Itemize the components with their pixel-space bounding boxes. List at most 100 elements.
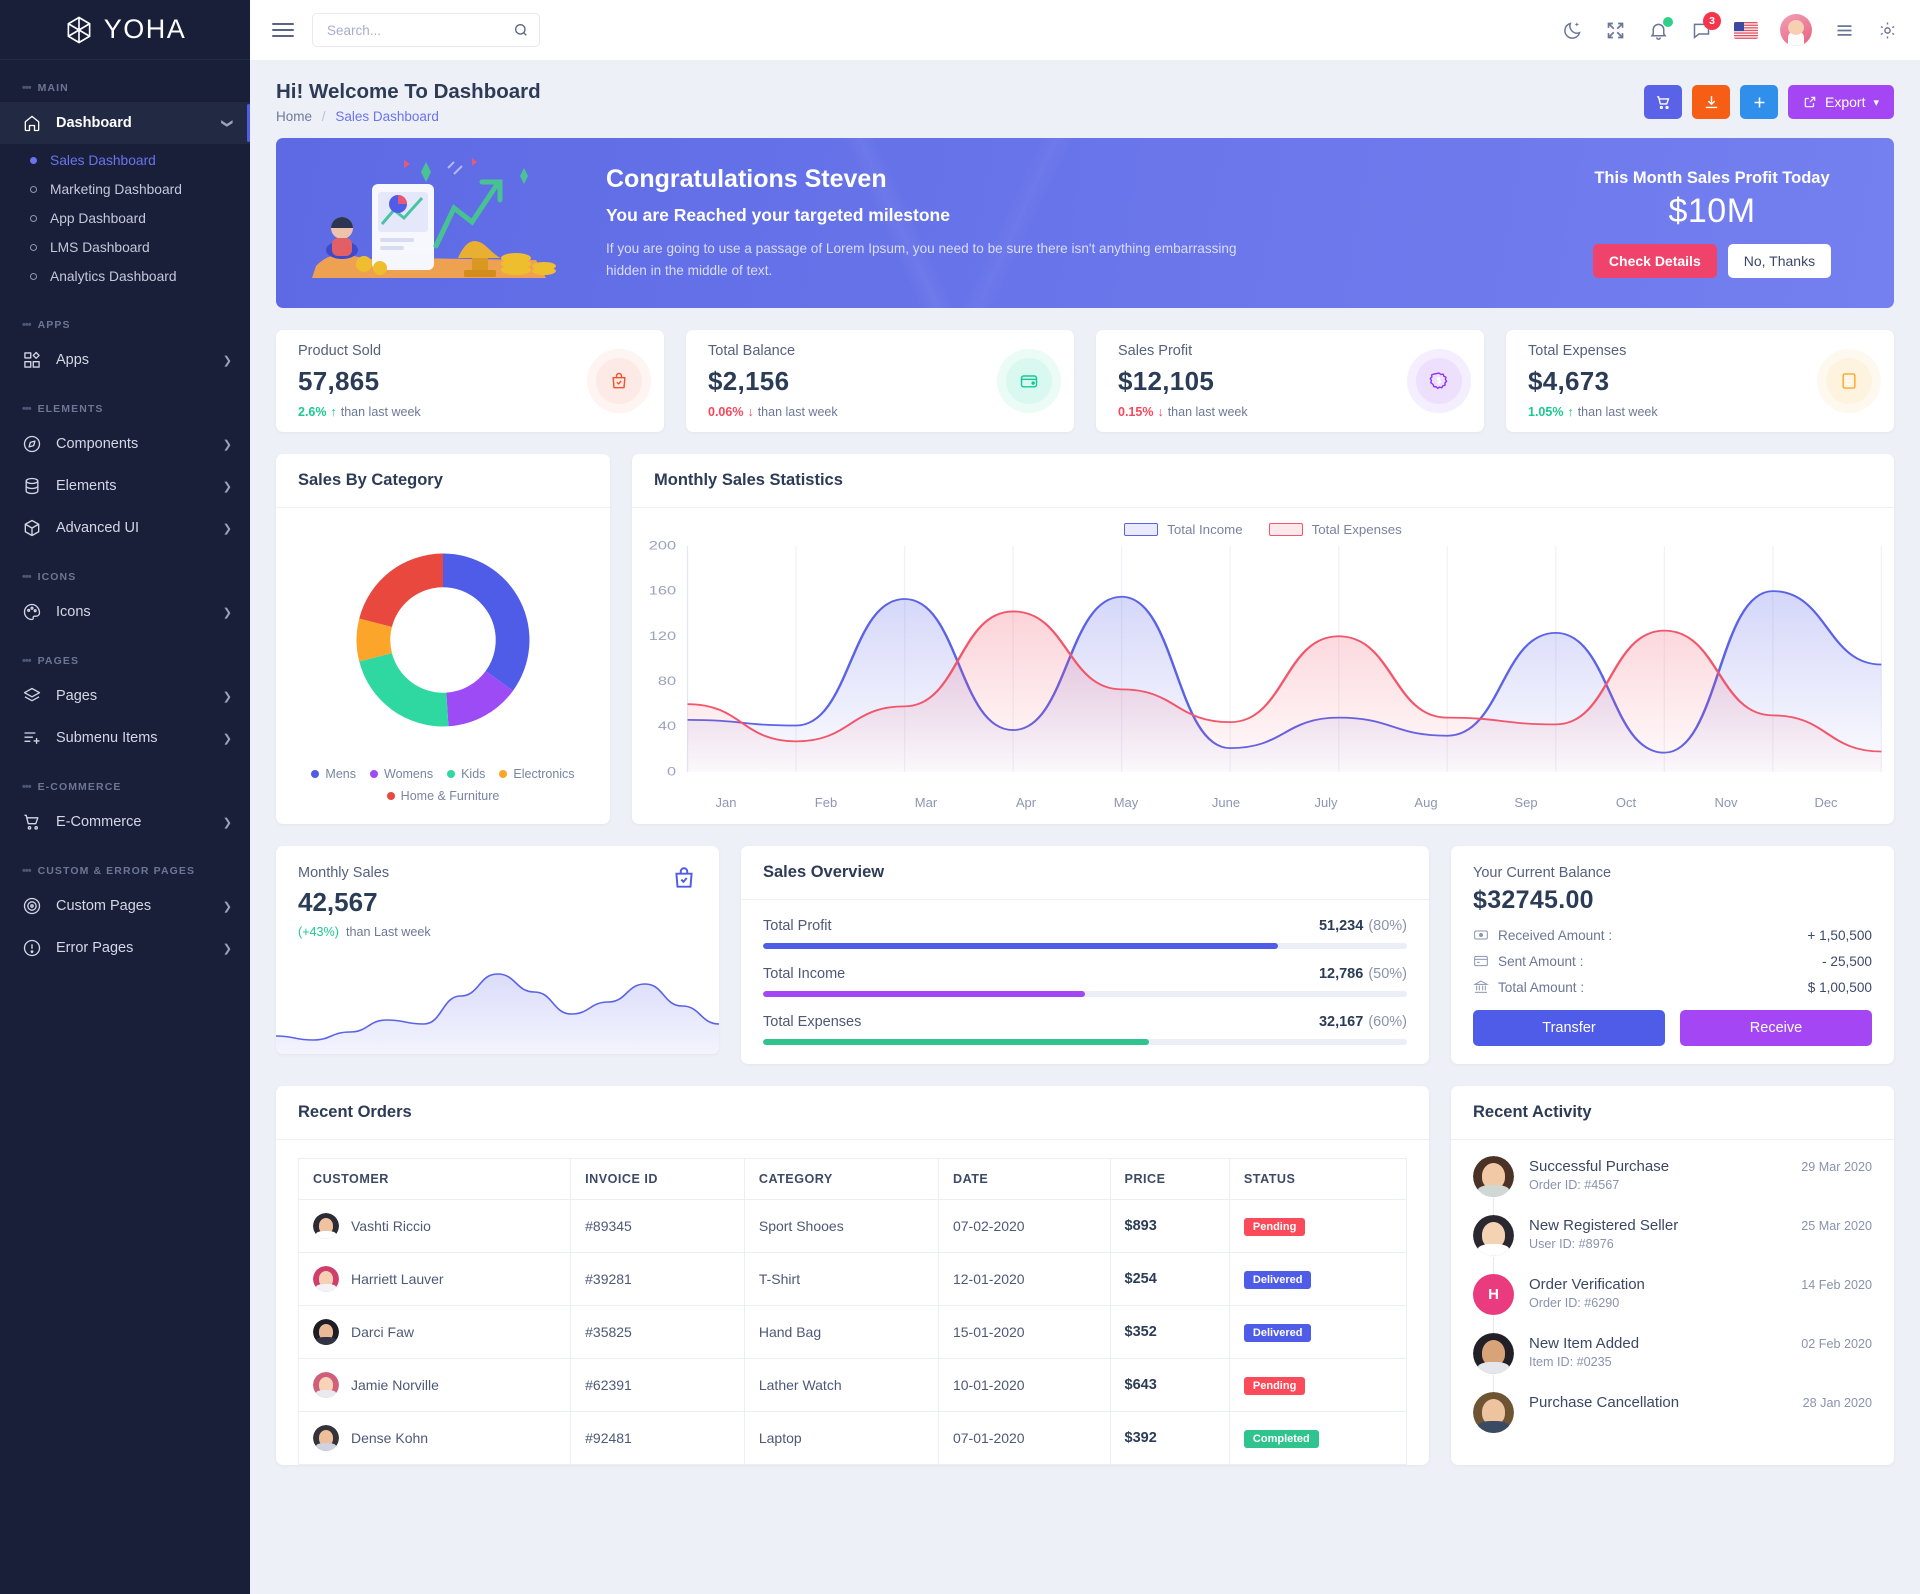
sidebar-subitem-sales-dashboard[interactable]: Sales Dashboard bbox=[0, 146, 250, 175]
sales-overview-title: Sales Overview bbox=[763, 863, 885, 881]
chevron-right-icon[interactable]: ❯ bbox=[222, 900, 232, 913]
donut-slice-kids[interactable] bbox=[359, 653, 449, 727]
no-thanks-button[interactable]: No, Thanks bbox=[1727, 243, 1832, 278]
legend-swatch bbox=[311, 770, 320, 778]
chevron-right-icon[interactable]: ❯ bbox=[222, 522, 232, 535]
sidebar-item-apps[interactable]: Apps ❯ bbox=[0, 339, 250, 381]
settings-gear-icon[interactable] bbox=[1877, 20, 1898, 41]
fullscreen-icon[interactable] bbox=[1605, 20, 1626, 41]
legend-label: Womens bbox=[384, 767, 434, 781]
sidebar-item-dashboard[interactable]: Dashboard ❯ bbox=[0, 102, 250, 144]
page-header: Hi! Welcome To Dashboard Home / Sales Da… bbox=[250, 60, 1920, 138]
sidebar-item-components[interactable]: Components ❯ bbox=[0, 423, 250, 465]
plus-icon bbox=[1751, 94, 1768, 111]
donut-legend-item[interactable]: Womens bbox=[370, 767, 433, 781]
apps-menu-icon[interactable] bbox=[1834, 20, 1855, 41]
chevron-right-icon[interactable]: ❯ bbox=[222, 354, 232, 367]
activity-date: 28 Jan 2020 bbox=[1802, 1396, 1872, 1410]
section-dots-icon: ••• bbox=[22, 82, 32, 94]
hamburger-icon[interactable] bbox=[272, 23, 294, 37]
transfer-button[interactable]: Transfer bbox=[1473, 1010, 1665, 1046]
messages-wrapper[interactable]: 3 bbox=[1691, 11, 1721, 41]
donut-slice-electronics[interactable] bbox=[356, 618, 392, 662]
activity-item[interactable]: Successful Purchase Order ID: #4567 29 Mar… bbox=[1473, 1156, 1872, 1215]
svg-text:80: 80 bbox=[658, 675, 676, 688]
donut-slice-home-furniture[interactable] bbox=[359, 553, 443, 627]
stat-change: 2.6% ↑ than last week bbox=[298, 405, 596, 419]
donut-slice-mens[interactable] bbox=[443, 553, 530, 691]
donut-legend-item[interactable]: Mens bbox=[311, 767, 356, 781]
sidebar-subitem-app-dashboard[interactable]: App Dashboard bbox=[0, 204, 250, 233]
sidebar-item-submenu-items[interactable]: Submenu Items ❯ bbox=[0, 717, 250, 759]
balance-line-value: + 1,50,500 bbox=[1807, 927, 1872, 943]
sidebar-item-icons[interactable]: Icons ❯ bbox=[0, 591, 250, 633]
sidebar-item-e-commerce[interactable]: E-Commerce ❯ bbox=[0, 801, 250, 843]
external-link-icon bbox=[1803, 95, 1817, 109]
add-button[interactable] bbox=[1740, 85, 1778, 119]
brand[interactable]: YOHA bbox=[0, 0, 250, 60]
line-legend-item[interactable]: Total Income bbox=[1124, 522, 1243, 537]
stat-change-pct: 0.06% bbox=[708, 405, 744, 419]
sidebar-section-e-commerce: ••• E-COMMERCE bbox=[0, 759, 250, 801]
table-row[interactable]: Vashti Riccio #89345 Sport Shooes 07-02-202… bbox=[297, 1199, 1408, 1253]
notification-bell-icon[interactable] bbox=[1648, 20, 1669, 41]
chevron-right-icon[interactable]: ❯ bbox=[222, 438, 232, 451]
search-box[interactable] bbox=[312, 13, 540, 47]
donut-slice-womens[interactable] bbox=[446, 670, 513, 727]
bullet-icon bbox=[30, 215, 37, 222]
chevron-down-icon[interactable]: ❯ bbox=[220, 118, 233, 128]
chevron-right-icon[interactable]: ❯ bbox=[222, 606, 232, 619]
activity-item[interactable]: Purchase Cancellation 28 Jan 2020 bbox=[1473, 1392, 1872, 1451]
table-row[interactable]: Harriett Lauver #39281 T-Shirt 12-01-2020 $2… bbox=[297, 1252, 1408, 1306]
sidebar-subitem-marketing-dashboard[interactable]: Marketing Dashboard bbox=[0, 175, 250, 204]
download-button[interactable] bbox=[1692, 85, 1730, 119]
notification-bell-wrapper[interactable] bbox=[1648, 16, 1673, 41]
activity-item[interactable]: New Item Added Item ID: #0235 02 Feb 2020 bbox=[1473, 1333, 1872, 1392]
brand-name: YOHA bbox=[103, 14, 187, 44]
section-dots-icon: ••• bbox=[22, 403, 32, 415]
chevron-right-icon[interactable]: ❯ bbox=[222, 690, 232, 703]
legend-label: Home & Furniture bbox=[400, 789, 500, 803]
search-icon[interactable] bbox=[513, 22, 529, 38]
donut-legend-item[interactable]: Home & Furniture bbox=[306, 789, 580, 803]
banner-profit-label: This Month Sales Profit Today bbox=[1594, 168, 1830, 187]
receive-button[interactable]: Receive bbox=[1680, 1010, 1872, 1046]
table-row[interactable]: Darci Faw #35825 Hand Bag 15-01-2020 $352 Del… bbox=[297, 1305, 1408, 1359]
chevron-right-icon[interactable]: ❯ bbox=[222, 816, 232, 829]
donut-legend-item[interactable]: Electronics bbox=[499, 767, 575, 781]
export-button[interactable]: Export ▾ bbox=[1788, 85, 1894, 119]
sidebar-item-custom-pages[interactable]: Custom Pages ❯ bbox=[0, 885, 250, 927]
chevron-right-icon[interactable]: ❯ bbox=[222, 480, 232, 493]
section-label: CUSTOM & ERROR PAGES bbox=[37, 865, 196, 877]
user-avatar[interactable] bbox=[1780, 14, 1812, 46]
chevron-right-icon[interactable]: ❯ bbox=[222, 732, 232, 745]
table-row[interactable]: Jamie Norville #62391 Lather Watch 10-01-20… bbox=[297, 1358, 1408, 1412]
dark-mode-icon[interactable] bbox=[1562, 20, 1583, 41]
donut-legend-item[interactable]: Kids bbox=[447, 767, 485, 781]
activity-item[interactable]: New Registered Seller User ID: #8976 25 Ma… bbox=[1473, 1215, 1872, 1274]
language-flag-icon[interactable] bbox=[1734, 21, 1758, 39]
sidebar-item-error-pages[interactable]: Error Pages ❯ bbox=[0, 927, 250, 969]
chevron-right-icon[interactable]: ❯ bbox=[222, 942, 232, 955]
breadcrumb-home[interactable]: Home bbox=[276, 109, 313, 124]
sidebar-section-pages: ••• PAGES bbox=[0, 633, 250, 675]
recent-orders-table: CUSTOMER INVOICE ID CATEGORY DATE PRICE STATU… bbox=[297, 1158, 1408, 1465]
column-header: INVOICE ID bbox=[570, 1158, 745, 1200]
activity-date: 29 Mar 2020 bbox=[1801, 1160, 1872, 1174]
section-label: ICONS bbox=[37, 571, 77, 583]
breadcrumb-current[interactable]: Sales Dashboard bbox=[335, 109, 439, 124]
sidebar-item-elements[interactable]: Elements ❯ bbox=[0, 465, 250, 507]
activity-item[interactable]: H Order Verification Order ID: #6290 14 Feb… bbox=[1473, 1274, 1872, 1333]
cart-button[interactable] bbox=[1644, 85, 1682, 119]
check-details-button[interactable]: Check Details bbox=[1592, 243, 1717, 278]
search-input[interactable] bbox=[327, 22, 507, 38]
sidebar-subitem-analytics-dashboard[interactable]: Analytics Dashboard bbox=[0, 262, 250, 291]
invoice-id: #39281 bbox=[570, 1252, 745, 1306]
messages-badge: 3 bbox=[1703, 11, 1721, 30]
table-row[interactable]: Dense Kohn #92481 Laptop 07-01-2020 $392 Comp… bbox=[297, 1411, 1408, 1465]
line-legend-item[interactable]: Total Expenses bbox=[1268, 522, 1402, 537]
donut-chart bbox=[356, 553, 530, 727]
sidebar-item-pages[interactable]: Pages ❯ bbox=[0, 675, 250, 717]
sidebar-subitem-lms-dashboard[interactable]: LMS Dashboard bbox=[0, 233, 250, 262]
sidebar-item-advanced-ui[interactable]: Advanced UI ❯ bbox=[0, 507, 250, 549]
